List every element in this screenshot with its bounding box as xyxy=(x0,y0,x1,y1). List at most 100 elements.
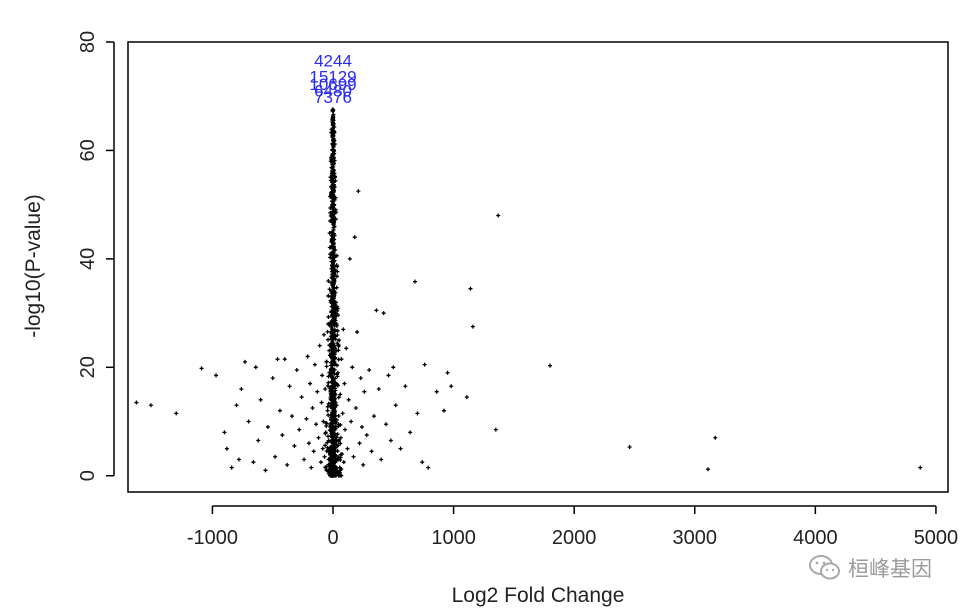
data-point xyxy=(464,395,469,400)
data-point xyxy=(224,446,229,451)
dense-point xyxy=(329,280,334,285)
data-point xyxy=(336,422,341,427)
dense-point xyxy=(331,167,336,172)
data-point xyxy=(330,229,335,234)
dense-point xyxy=(332,263,337,268)
dense-point xyxy=(330,458,335,463)
gene-label: 7376 xyxy=(314,88,352,107)
data-point xyxy=(359,424,364,429)
dense-point xyxy=(335,306,340,311)
data-point xyxy=(349,419,354,424)
data-point xyxy=(292,443,297,448)
data-point xyxy=(379,457,384,462)
dense-point xyxy=(336,395,341,400)
data-point xyxy=(627,445,632,449)
data-points xyxy=(134,137,923,473)
dense-point xyxy=(334,285,339,290)
data-point xyxy=(326,321,331,326)
y-tick-label: 20 xyxy=(77,356,99,378)
data-point xyxy=(434,389,439,394)
dense-point xyxy=(328,415,333,420)
dense-point xyxy=(329,439,334,444)
dense-point xyxy=(327,343,332,348)
dense-point xyxy=(328,205,333,210)
data-point xyxy=(470,324,475,329)
dense-point xyxy=(329,171,334,176)
data-point xyxy=(347,256,352,261)
dense-point xyxy=(334,435,339,440)
dense-point xyxy=(330,213,335,218)
y-axis: 0 20 40 60 80 xyxy=(77,31,115,481)
data-point xyxy=(251,460,256,465)
dense-point xyxy=(327,353,332,358)
data-point xyxy=(302,457,307,462)
data-point xyxy=(548,363,553,368)
dense-point xyxy=(331,260,336,265)
data-point xyxy=(256,438,261,443)
data-point xyxy=(325,408,330,413)
data-point xyxy=(350,365,355,370)
data-point xyxy=(282,357,287,362)
x-axis: -1000 0 1000 2000 3000 4000 5000 xyxy=(187,505,958,549)
dense-point xyxy=(323,443,328,448)
data-point xyxy=(332,433,337,438)
data-point xyxy=(367,368,372,373)
dense-point xyxy=(326,374,331,379)
data-point xyxy=(321,419,326,424)
dense-point xyxy=(331,406,336,411)
data-point xyxy=(329,294,334,299)
dense-point xyxy=(331,129,336,134)
dense-point xyxy=(326,314,331,319)
data-point xyxy=(362,389,367,394)
data-point xyxy=(422,362,427,367)
dense-point xyxy=(333,217,338,222)
data-point xyxy=(331,462,335,467)
dense-point xyxy=(329,363,334,368)
data-point xyxy=(229,465,234,470)
dense-point xyxy=(329,244,334,249)
data-point xyxy=(318,460,323,465)
data-point xyxy=(309,465,314,470)
wechat-icon xyxy=(809,555,840,580)
data-point xyxy=(496,213,501,218)
dense-point xyxy=(330,122,335,127)
data-point xyxy=(342,381,347,386)
dense-point xyxy=(332,303,337,308)
dense-point xyxy=(330,196,335,201)
data-point xyxy=(335,443,340,448)
data-point xyxy=(388,438,393,443)
dense-point xyxy=(324,464,329,469)
dense-point xyxy=(333,290,338,295)
data-point xyxy=(265,424,270,429)
dense-point xyxy=(333,254,338,259)
dense-point xyxy=(331,207,336,212)
dense-point xyxy=(329,309,334,314)
gene-label: 4244 xyxy=(314,51,352,70)
watermark-text: 桓峰基因 xyxy=(848,557,932,581)
dense-point xyxy=(329,433,334,438)
data-point xyxy=(403,384,408,389)
data-point xyxy=(297,427,302,432)
dense-point xyxy=(332,237,337,242)
data-point xyxy=(320,446,325,451)
dense-point xyxy=(331,330,336,335)
dense-point xyxy=(325,404,330,409)
data-point xyxy=(253,365,258,370)
data-point xyxy=(322,454,327,459)
data-point xyxy=(285,462,290,467)
data-point xyxy=(493,427,498,432)
data-point xyxy=(337,465,342,470)
dense-point xyxy=(332,468,337,473)
dense-point xyxy=(335,382,340,387)
data-point xyxy=(361,462,366,467)
data-point xyxy=(290,414,294,419)
dense-point xyxy=(330,204,335,209)
dense-point xyxy=(329,233,334,238)
dense-point xyxy=(324,449,329,454)
dense-point xyxy=(335,333,340,338)
data-point xyxy=(320,373,325,378)
data-point xyxy=(369,449,374,454)
data-point xyxy=(345,446,350,451)
dense-point xyxy=(334,300,339,305)
data-point xyxy=(327,452,332,457)
